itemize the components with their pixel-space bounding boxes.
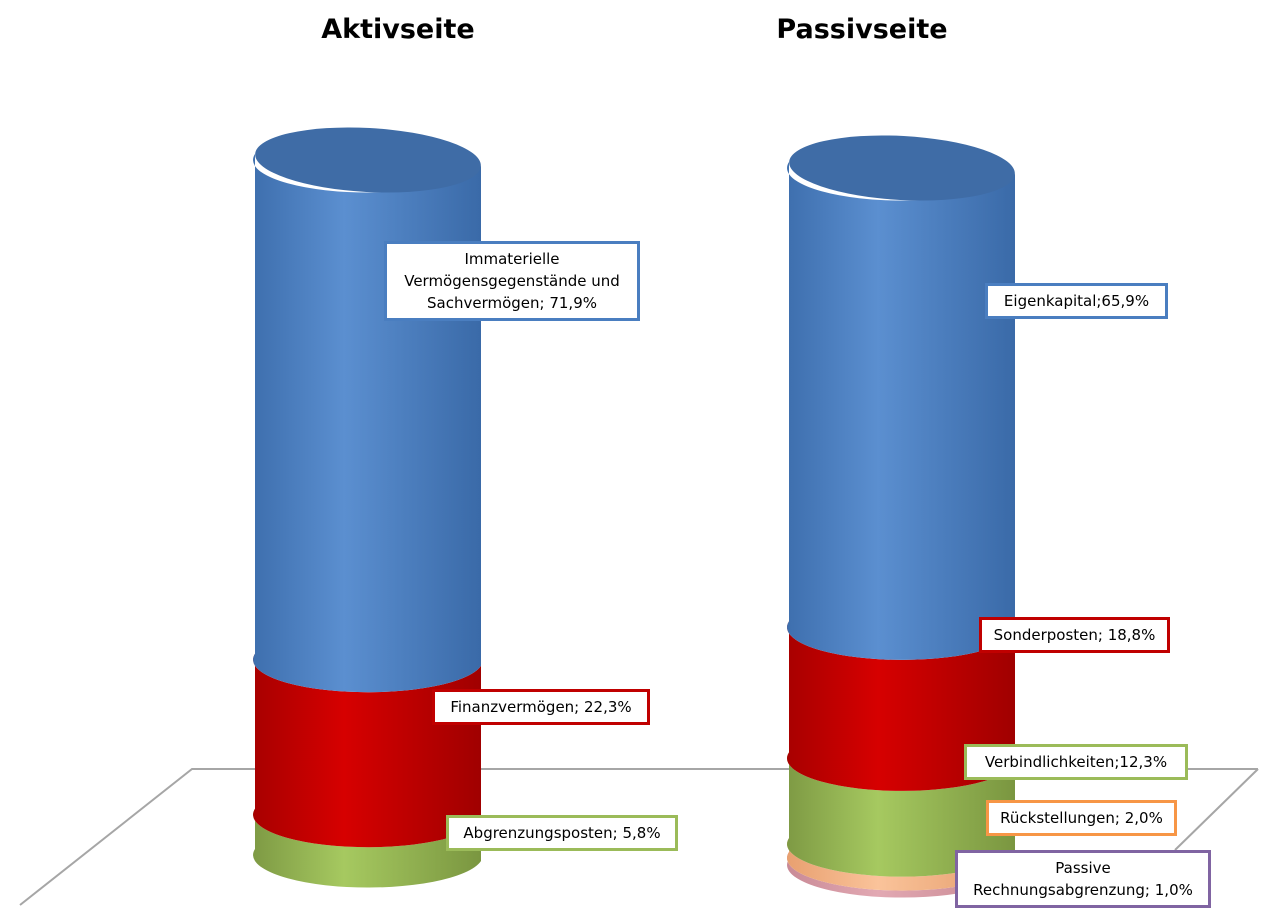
segment-aktiv-2 [253,154,481,693]
cylinder-passiv [787,135,1015,898]
segment-aktiv-0 [253,808,481,888]
data-label-passiv-2: Verbindlichkeiten;12,3% [964,744,1188,780]
segment-passiv-0 [787,852,1015,898]
data-label-passiv-4: Eigenkapital;65,9% [985,283,1168,319]
data-label-aktiv-1: Finanzvermögen; 22,3% [432,689,650,725]
cylinder-top-passiv [789,135,1015,201]
data-label-passiv-3: Sonderposten; 18,8% [979,617,1170,653]
cylinder-aktiv [253,127,481,888]
column-title-aktivseite: Aktivseite [321,14,474,45]
cylinder-top-aktiv [255,127,481,193]
data-label-passiv-0: Passive Rechnungsabgrenzung; 1,0% [955,850,1211,908]
segment-passiv-2 [787,752,1015,877]
cylinder-layer [253,127,1015,898]
data-label-aktiv-0: Abgrenzungsposten; 5,8% [446,815,678,851]
segment-aktiv-1 [253,653,481,848]
data-label-aktiv-2: Immaterielle Vermögensgegenstände und Sa… [384,241,640,321]
segment-passiv-4 [787,162,1015,660]
segment-passiv-3 [787,621,1015,791]
data-label-passiv-1: Rückstellungen; 2,0% [986,800,1177,836]
column-title-passivseite: Passivseite [776,14,947,45]
